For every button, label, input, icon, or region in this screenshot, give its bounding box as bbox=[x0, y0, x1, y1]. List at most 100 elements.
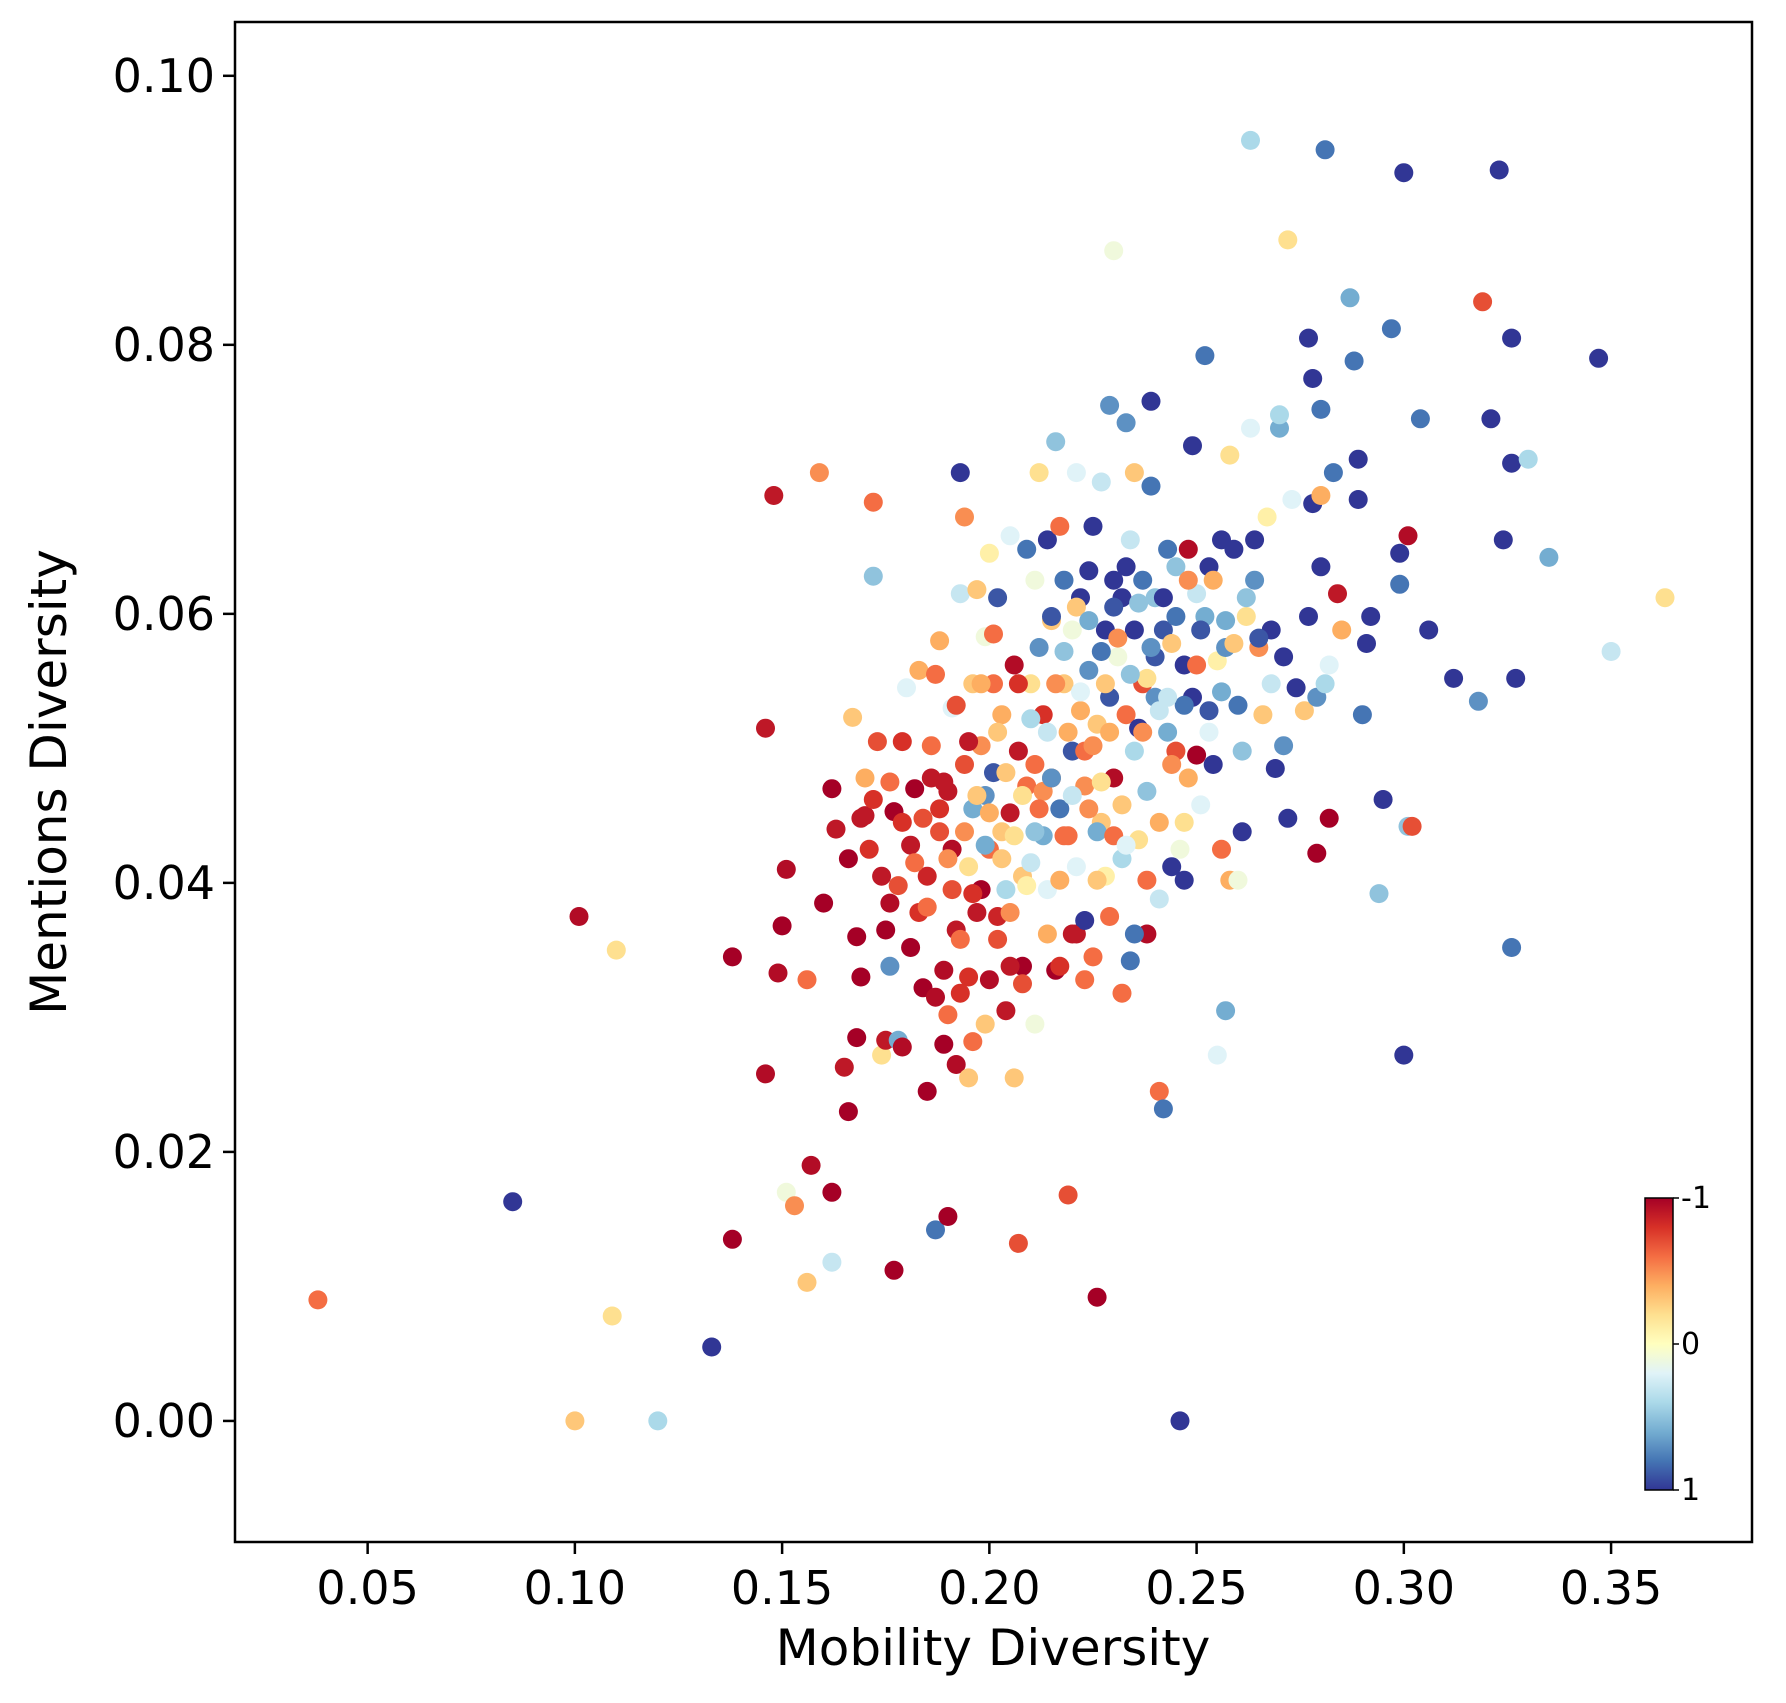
scatter-point bbox=[1108, 647, 1128, 667]
scatter-point bbox=[1137, 870, 1157, 890]
scatter-point bbox=[1228, 695, 1248, 715]
scatter-point bbox=[1187, 655, 1207, 675]
scatter-point bbox=[1062, 786, 1082, 805]
scatter-point bbox=[996, 763, 1016, 783]
scatter-point bbox=[1473, 292, 1493, 312]
scatter-point bbox=[1046, 674, 1066, 694]
scatter-point bbox=[979, 543, 999, 563]
scatter-point bbox=[1178, 768, 1198, 788]
scatter-point bbox=[884, 1260, 904, 1280]
scatter-point bbox=[1381, 319, 1401, 339]
scatter-point bbox=[872, 1045, 892, 1065]
scatter-point bbox=[1116, 413, 1136, 433]
scatter-point bbox=[1071, 701, 1090, 721]
scatter-point bbox=[934, 1034, 954, 1054]
scatter-point bbox=[930, 799, 950, 819]
scatter-point bbox=[1079, 611, 1099, 631]
scatter-point bbox=[1029, 638, 1049, 657]
scatter-point bbox=[942, 880, 962, 900]
scatter-point bbox=[1489, 160, 1509, 180]
scatter-point bbox=[1323, 463, 1343, 483]
scatter-point bbox=[1004, 826, 1024, 846]
scatter-point bbox=[1502, 453, 1522, 473]
scatter-point bbox=[1104, 597, 1124, 617]
scatter-point bbox=[1083, 947, 1103, 967]
scatter-point bbox=[1091, 472, 1111, 492]
scatter-point bbox=[1212, 839, 1231, 859]
scatter-point bbox=[1352, 705, 1372, 725]
x-tick-label: 0.35 bbox=[1560, 1561, 1662, 1615]
y-tick-label: 0.04 bbox=[113, 856, 215, 910]
scatter-point bbox=[1294, 701, 1314, 721]
scatter-point bbox=[1050, 799, 1070, 819]
scatter-point bbox=[722, 1229, 742, 1249]
scatter-point bbox=[602, 1306, 622, 1326]
scatter-point bbox=[1178, 570, 1198, 590]
scatter-point bbox=[946, 695, 966, 715]
scatter-point bbox=[967, 580, 987, 600]
scatter-point bbox=[1232, 741, 1252, 761]
scatter-point bbox=[822, 1182, 842, 1202]
scatter-point bbox=[905, 779, 925, 799]
scatter-point bbox=[1008, 1233, 1028, 1253]
scatter-point bbox=[979, 970, 999, 990]
y-axis-title: Mentions Diversity bbox=[20, 549, 78, 1015]
scatter-point bbox=[1137, 781, 1157, 801]
scatter-point bbox=[892, 1037, 912, 1057]
scatter-point bbox=[1116, 557, 1136, 577]
scatter-point bbox=[996, 880, 1016, 900]
scatter-point bbox=[1506, 668, 1526, 688]
scatter-point bbox=[1253, 705, 1273, 725]
scatter-point bbox=[1394, 163, 1414, 183]
scatter-point bbox=[901, 938, 921, 957]
scatter-point bbox=[1402, 816, 1422, 836]
scatter-point bbox=[1224, 634, 1244, 653]
scatter-point bbox=[863, 790, 883, 809]
scatter-point bbox=[1062, 620, 1082, 640]
scatter-point bbox=[1203, 755, 1223, 774]
scatter-point bbox=[1216, 611, 1236, 631]
scatter-point bbox=[1166, 607, 1186, 626]
scatter-point bbox=[1008, 741, 1028, 761]
scatter-point bbox=[1112, 983, 1132, 1003]
scatter-point bbox=[1120, 530, 1140, 550]
scatter-point bbox=[1120, 664, 1140, 684]
scatter-point bbox=[1124, 924, 1144, 944]
scatter-point bbox=[1108, 628, 1128, 648]
scatter-point bbox=[1066, 857, 1086, 877]
scatter-point bbox=[1037, 722, 1057, 742]
scatter-point bbox=[963, 1032, 983, 1052]
scatter-point bbox=[1539, 547, 1559, 567]
scatter-point bbox=[838, 849, 858, 869]
scatter-point bbox=[1282, 490, 1302, 509]
scatter-point bbox=[959, 732, 979, 752]
scatter-point bbox=[1191, 795, 1211, 815]
scatter-point bbox=[1058, 722, 1078, 742]
scatter-point bbox=[967, 903, 987, 922]
scatter-point bbox=[1008, 674, 1028, 694]
scatter-point bbox=[1419, 620, 1439, 640]
scatter-point bbox=[955, 822, 974, 842]
scatter-point bbox=[1315, 140, 1335, 160]
scatter-point bbox=[797, 970, 817, 990]
scatter-point bbox=[880, 772, 900, 792]
data-points-layer bbox=[308, 130, 1675, 1431]
scatter-point bbox=[1000, 903, 1020, 922]
scatter-point bbox=[1100, 722, 1120, 742]
scatter-point bbox=[1141, 476, 1161, 496]
scatter-point bbox=[1004, 655, 1024, 675]
scatter-point bbox=[938, 1207, 958, 1226]
scatter-point bbox=[1000, 956, 1020, 976]
scatter-point bbox=[1124, 463, 1144, 483]
scatter-point bbox=[843, 707, 863, 727]
scatter-point bbox=[1311, 486, 1331, 505]
scatter-point bbox=[880, 893, 900, 913]
scatter-point bbox=[1249, 628, 1269, 648]
scatter-point bbox=[1037, 530, 1057, 550]
y-tick-label: 0.02 bbox=[113, 1125, 215, 1179]
scatter-point bbox=[1037, 924, 1057, 944]
scatter-point bbox=[1274, 736, 1294, 756]
scatter-point bbox=[1332, 620, 1352, 640]
scatter-point bbox=[1158, 539, 1178, 559]
scatter-point bbox=[867, 732, 887, 752]
